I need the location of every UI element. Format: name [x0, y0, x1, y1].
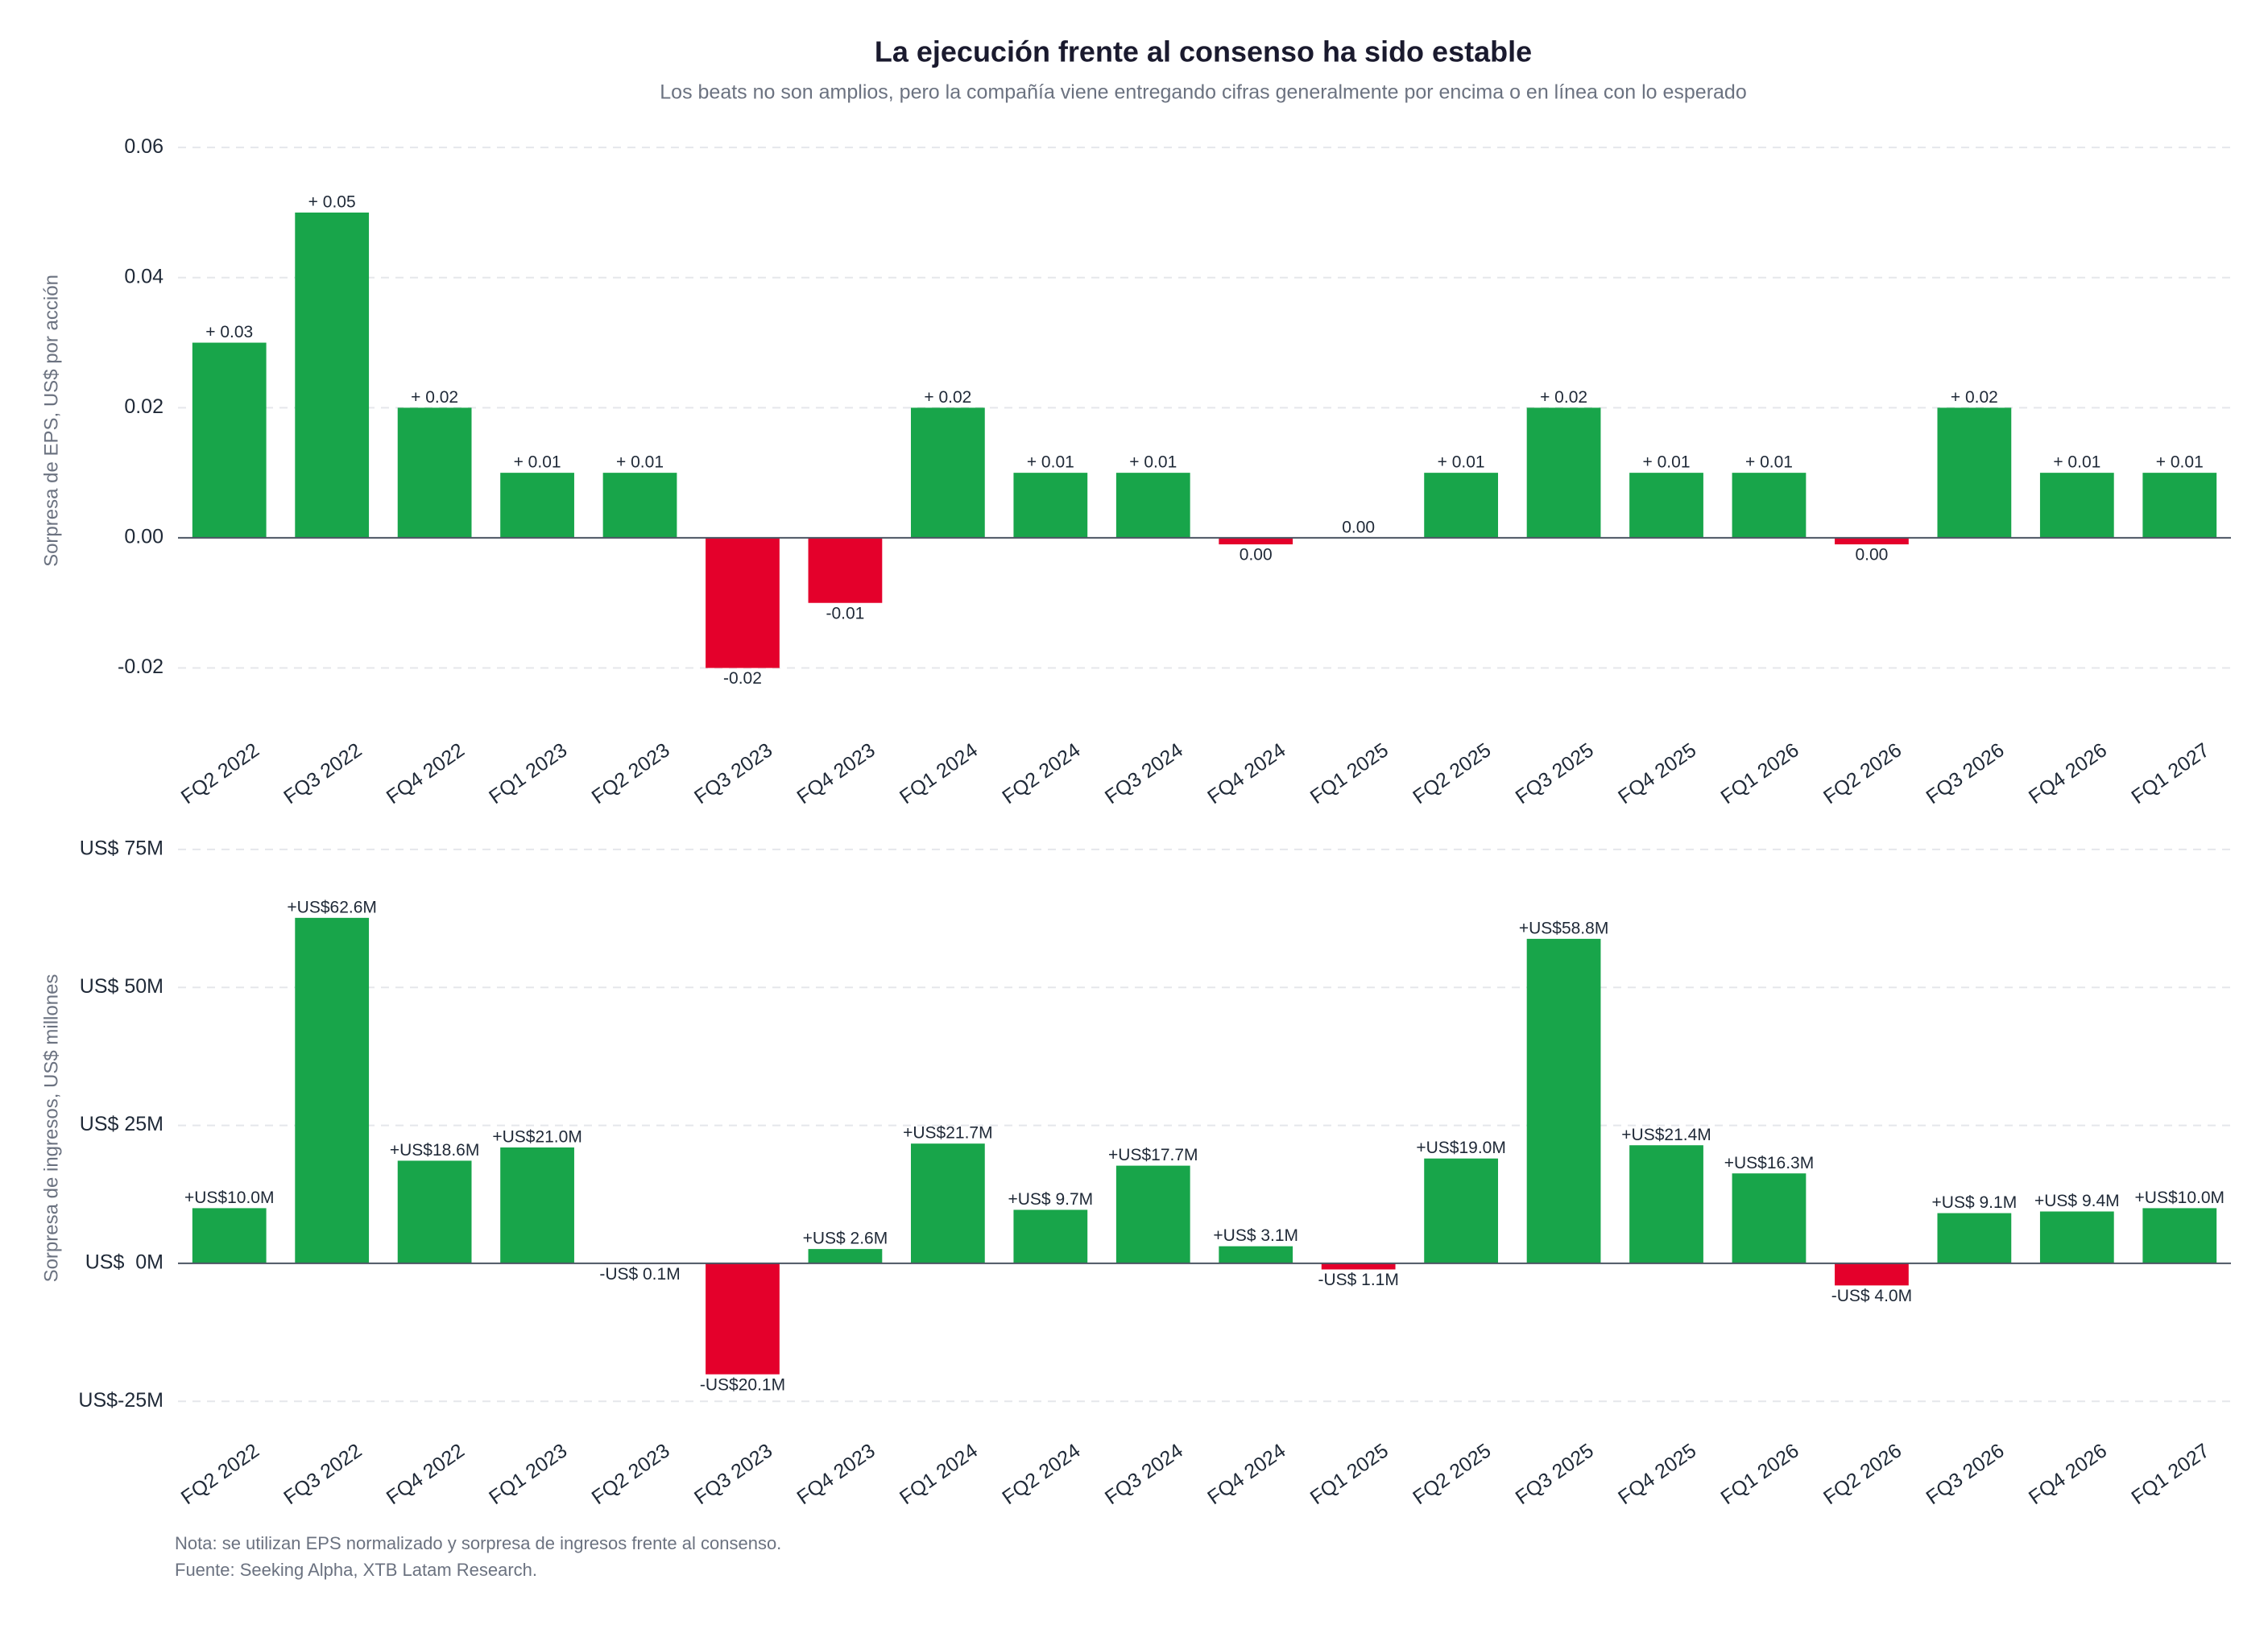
bar	[295, 212, 370, 538]
bar	[2142, 1208, 2217, 1263]
data-label: +US$21.0M	[492, 1128, 581, 1147]
bar	[500, 1147, 574, 1263]
y-tick-label: 0.00	[124, 526, 163, 548]
y-tick-label: US$ 75M	[80, 837, 163, 859]
data-label: -0.02	[723, 669, 762, 688]
y-tick-label: 0.02	[124, 395, 163, 418]
bar	[1321, 1263, 1396, 1270]
data-label: + 0.01	[1129, 453, 1177, 472]
bar	[1013, 473, 1088, 538]
y-tick-label: US$ 0M	[85, 1251, 163, 1274]
bar	[1629, 1145, 1703, 1263]
y-axis-label: Sorpresa de EPS, US$ por acción	[40, 275, 62, 567]
data-label: +US$62.6M	[287, 898, 376, 916]
bar	[910, 407, 985, 538]
bar	[706, 1263, 780, 1375]
data-label: -US$ 1.1M	[1318, 1271, 1398, 1289]
data-label: +US$21.4M	[1621, 1126, 1711, 1144]
data-label: + 0.01	[1438, 453, 1485, 472]
data-label: +US$17.7M	[1108, 1146, 1198, 1164]
y-tick-label: US$-25M	[78, 1389, 163, 1412]
data-label: +US$ 2.6M	[803, 1230, 888, 1248]
bar	[1937, 1213, 2012, 1263]
bar	[397, 1160, 472, 1263]
data-label: + 0.01	[1643, 453, 1691, 472]
y-tick-label: 0.04	[124, 265, 163, 287]
y-tick-label: US$ 25M	[80, 1113, 163, 1135]
data-label: +US$19.0M	[1416, 1139, 1505, 1157]
bar	[602, 473, 677, 538]
bar	[1937, 407, 2012, 538]
bar	[2142, 473, 2217, 538]
data-label: 0.00	[1855, 546, 1888, 564]
data-label: +US$18.6M	[390, 1141, 479, 1160]
bar	[295, 917, 370, 1263]
bar	[2039, 1211, 2114, 1263]
data-label: + 0.01	[1027, 453, 1074, 472]
data-label: + 0.02	[924, 388, 971, 407]
chart-subtitle: Los beats no son amplios, pero la compañ…	[660, 81, 1746, 104]
data-label: -US$ 0.1M	[599, 1265, 680, 1284]
data-label: +US$ 9.7M	[1008, 1190, 1094, 1209]
y-tick-label: 0.06	[124, 135, 163, 158]
bar	[1629, 473, 1703, 538]
bar	[706, 537, 780, 668]
bar	[1424, 1158, 1499, 1263]
bar	[910, 1143, 985, 1263]
data-label: +US$21.7M	[903, 1124, 992, 1143]
data-label: + 0.01	[616, 453, 664, 472]
data-label: -US$20.1M	[700, 1375, 785, 1394]
bar	[2039, 473, 2114, 538]
data-label: + 0.05	[308, 193, 356, 212]
bar	[1219, 537, 1293, 545]
data-label: + 0.01	[2156, 453, 2204, 472]
data-label: +US$10.0M	[184, 1189, 274, 1207]
data-label: + 0.01	[2053, 453, 2100, 472]
chart-title: La ejecución frente al consenso ha sido …	[875, 35, 1532, 68]
data-label: + 0.01	[1745, 453, 1793, 472]
data-label: +US$ 9.1M	[1932, 1193, 2018, 1212]
bar	[192, 342, 267, 538]
data-label: +US$58.8M	[1519, 919, 1608, 937]
bar	[1835, 537, 1909, 545]
bar	[1013, 1209, 1088, 1263]
bar	[1732, 1173, 1807, 1263]
bar	[192, 1208, 267, 1263]
data-label: -US$ 4.0M	[1831, 1287, 1912, 1305]
data-label: -0.01	[826, 604, 864, 622]
data-label: 0.00	[1342, 518, 1375, 536]
data-label: +US$10.0M	[2135, 1189, 2225, 1207]
bar	[1424, 473, 1499, 538]
bar	[1219, 1246, 1293, 1263]
bar	[808, 1249, 883, 1263]
data-label: +US$ 9.4M	[2034, 1192, 2120, 1210]
data-label: +US$16.3M	[1724, 1154, 1814, 1172]
data-label: 0.00	[1240, 546, 1273, 564]
bar	[808, 537, 883, 603]
bar	[500, 473, 574, 538]
data-label: + 0.01	[514, 453, 561, 472]
data-label: + 0.02	[1951, 388, 1998, 407]
data-label: + 0.02	[1540, 388, 1587, 407]
bar	[1115, 1165, 1190, 1263]
data-label: + 0.02	[411, 388, 458, 407]
y-axis-label: Sorpresa de ingresos, US$ millones	[40, 974, 62, 1283]
footnote: Nota: se utilizan EPS normalizado y sorp…	[175, 1533, 781, 1553]
y-tick-label: -0.02	[118, 655, 163, 678]
data-label: + 0.03	[205, 323, 253, 341]
bar	[1526, 938, 1601, 1263]
bar	[1526, 407, 1601, 538]
bar	[1835, 1263, 1909, 1286]
bar	[397, 407, 472, 538]
footnote: Fuente: Seeking Alpha, XTB Latam Researc…	[175, 1560, 537, 1580]
data-label: +US$ 3.1M	[1213, 1226, 1298, 1245]
bar	[1115, 473, 1190, 538]
y-tick-label: US$ 50M	[80, 975, 163, 998]
bar	[1732, 473, 1807, 538]
